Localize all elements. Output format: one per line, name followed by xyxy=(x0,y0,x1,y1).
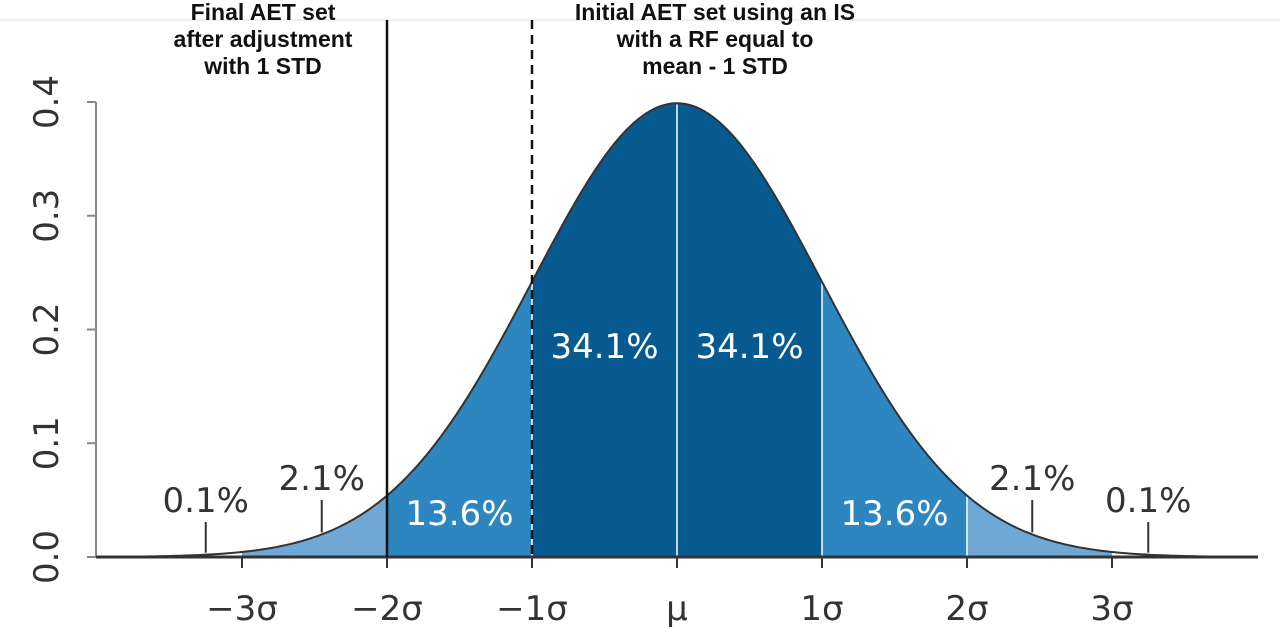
reference-annotation-line: with 1 STD xyxy=(203,53,322,79)
percent-label: 34.1% xyxy=(550,327,658,367)
y-tick-label: 0.1 xyxy=(27,416,67,470)
region-fill-6 xyxy=(967,495,1112,557)
region-fill-3 xyxy=(532,103,677,557)
percent-label: 0.1% xyxy=(1105,481,1191,521)
reference-annotation-line: Initial AET set using an IS xyxy=(575,0,855,25)
region-fill-1 xyxy=(242,495,387,557)
y-tick-label: 0.0 xyxy=(27,530,67,584)
x-tick-label: μ xyxy=(666,589,688,629)
reference-annotation-line: after adjustment xyxy=(174,26,353,52)
y-tick-label: 0.3 xyxy=(27,189,67,243)
percent-label: 0.1% xyxy=(163,481,249,521)
percent-label: 2.1% xyxy=(989,459,1075,499)
reference-annotation-line: with a RF equal to xyxy=(616,26,814,52)
reference-annotation-line: mean - 1 STD xyxy=(642,53,788,79)
percent-label: 13.6% xyxy=(405,494,513,534)
percent-labels: 0.1% 2.1% 13.6% 34.1% 34.1% 13.6% 2.1% 0.1% xyxy=(163,327,1191,553)
x-tick-label: −2σ xyxy=(351,589,423,629)
x-tick-label: 3σ xyxy=(1090,589,1133,629)
x-tick-label: −3σ xyxy=(206,589,278,629)
y-tick-label: 0.2 xyxy=(27,302,67,356)
reference-annotation-line: Final AET set xyxy=(191,0,336,25)
x-tick-label: 1σ xyxy=(800,589,843,629)
x-tick-label: −1σ xyxy=(496,589,568,629)
tick-labels: 0.0 0.1 0.2 0.3 0.4 −3σ −2σ −1σ μ 1σ 2σ 3σ xyxy=(27,75,1134,629)
percent-label: 13.6% xyxy=(840,494,948,534)
y-tick-label: 0.4 xyxy=(27,75,67,129)
x-tick-label: 2σ xyxy=(945,589,988,629)
percent-label: 2.1% xyxy=(279,459,365,499)
percent-label: 34.1% xyxy=(695,327,803,367)
density-curve xyxy=(95,102,1259,558)
axes xyxy=(87,101,1258,568)
region-fill-4 xyxy=(677,103,822,557)
